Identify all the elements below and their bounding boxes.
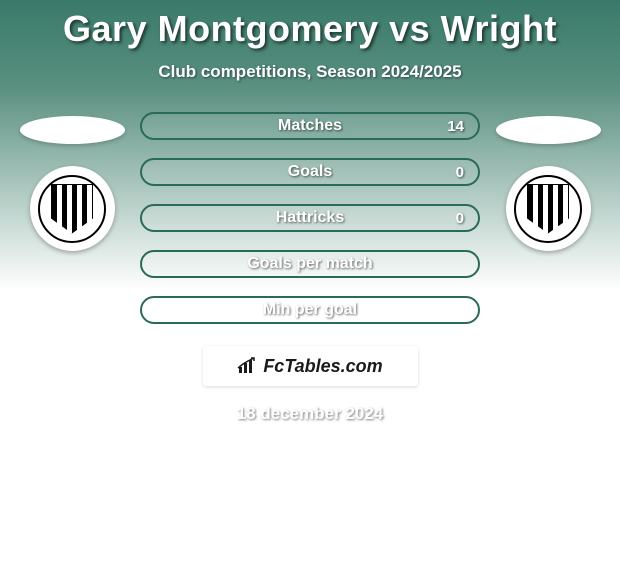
comparison-area: Matches 14 Goals 0 Hattricks 0 Goals per…	[0, 112, 620, 324]
club-crest-right	[506, 166, 591, 251]
stat-label: Min per goal	[263, 301, 357, 319]
brand-label: FcTables.com	[263, 356, 382, 377]
stat-label: Matches	[278, 117, 342, 135]
date-label: 18 december 2024	[0, 404, 620, 424]
subtitle: Club competitions, Season 2024/2025	[0, 62, 620, 82]
stat-row-min-per-goal: Min per goal	[140, 296, 480, 324]
stats-column: Matches 14 Goals 0 Hattricks 0 Goals per…	[140, 112, 480, 324]
club-crest-left	[30, 166, 115, 251]
right-player-col	[488, 112, 608, 251]
brand-box: FcTables.com	[203, 346, 418, 386]
player-oval-right	[496, 116, 601, 144]
stat-row-goals-per-match: Goals per match	[140, 250, 480, 278]
stat-label: Goals	[288, 163, 332, 181]
player-oval-left	[20, 116, 125, 144]
stat-value: 0	[456, 164, 464, 181]
stat-row-matches: Matches 14	[140, 112, 480, 140]
chart-icon	[237, 357, 259, 375]
left-player-col	[12, 112, 132, 251]
stat-label: Hattricks	[276, 209, 344, 227]
stat-label: Goals per match	[247, 255, 372, 273]
page-title: Gary Montgomery vs Wright	[0, 0, 620, 50]
stat-row-hattricks: Hattricks 0	[140, 204, 480, 232]
stat-value: 14	[447, 118, 464, 135]
stat-value: 0	[456, 210, 464, 227]
stat-row-goals: Goals 0	[140, 158, 480, 186]
